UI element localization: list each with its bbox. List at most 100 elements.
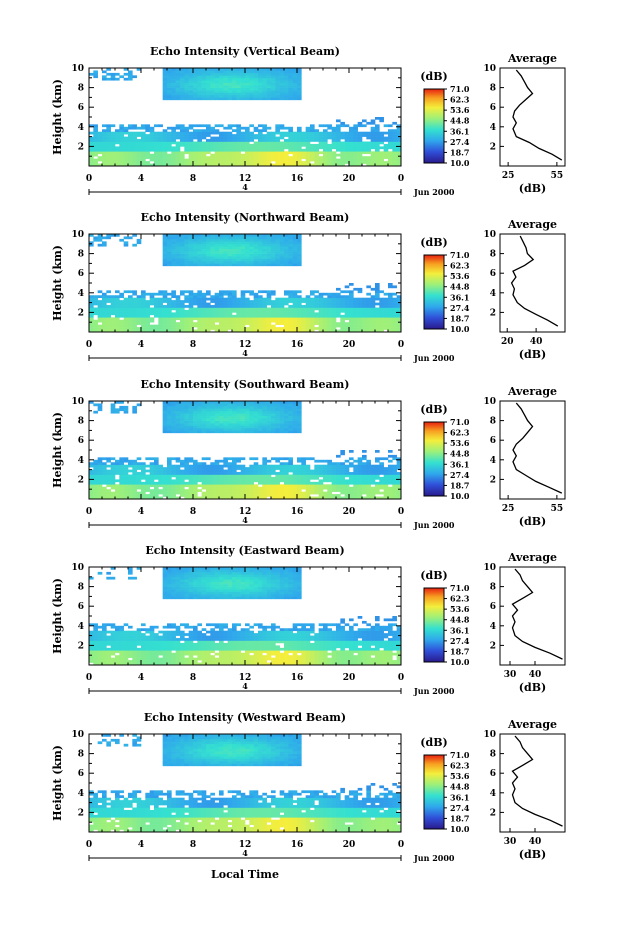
heatmap-cell [128, 476, 133, 480]
heatmap-cell [141, 297, 146, 301]
heatmap-cell [180, 94, 185, 98]
heatmap-cell [132, 405, 137, 409]
heatmap-cell [201, 85, 207, 88]
heatmap-cell [357, 329, 363, 333]
heatmap-cell [253, 491, 259, 495]
heatmap-cell [336, 489, 341, 492]
heatmap-cell [323, 292, 328, 296]
heatmap-cell [288, 329, 293, 333]
heatmap-cell [362, 491, 367, 495]
heatmap-cell [167, 163, 172, 167]
heatmap-cell [366, 285, 371, 289]
heatmap-cell [119, 305, 124, 308]
heatmap-cell [123, 146, 129, 150]
heatmap-cell [336, 287, 341, 291]
heatmap-cell [227, 134, 233, 137]
heatmap-cell [349, 136, 354, 140]
heatmap-cell [123, 467, 129, 470]
heatmap-cell [392, 297, 397, 301]
heatmap-cell [141, 153, 146, 157]
heatmap-cell [279, 467, 285, 470]
heatmap-cell [106, 329, 111, 333]
heatmap-cell [310, 156, 315, 159]
heatmap-cell [180, 317, 185, 321]
heatmap-cell [383, 494, 389, 497]
heatmap-cell [210, 415, 215, 419]
heatmap-cell [158, 302, 163, 306]
heatmap-cell [279, 70, 285, 74]
heatmap-cell [232, 317, 237, 321]
heatmap-cell [340, 484, 345, 488]
heatmap-cell [392, 148, 397, 152]
heatmap-cell [128, 77, 133, 81]
heatmap-cell [288, 410, 293, 414]
heatmap-cell [193, 238, 198, 242]
heatmap-cell [297, 405, 302, 409]
heatmap-cell [210, 251, 215, 254]
heatmap-cell [106, 77, 111, 81]
heatmap-cell [262, 251, 267, 254]
heatmap-cell [89, 143, 94, 147]
heatmap-cell [214, 143, 220, 147]
heatmap-cell [201, 462, 207, 465]
heatmap-cell [249, 68, 254, 71]
heatmap-cell [331, 129, 337, 132]
heatmap-cell [175, 131, 181, 135]
heatmap-cell [219, 241, 224, 245]
heatmap-cell [284, 418, 289, 421]
heatmap-cell [301, 163, 306, 167]
heatmap-cell [392, 153, 397, 157]
heatmap-cell [236, 77, 241, 81]
heatmap-cell [184, 139, 189, 142]
heatmap-cell [206, 70, 211, 74]
heatmap-cell [171, 77, 176, 81]
heatmap-cell [340, 467, 345, 470]
heatmap-cell [201, 258, 207, 262]
heatmap-cell [175, 151, 181, 155]
heatmap-cell [201, 317, 207, 321]
heatmap-cell [375, 141, 380, 145]
heatmap-cell [223, 234, 228, 237]
heatmap-cell [305, 319, 311, 323]
heatmap-cell [193, 322, 198, 325]
heatmap-cell [310, 153, 315, 157]
heatmap-cell [245, 161, 250, 164]
heatmap-cell [362, 156, 367, 159]
heatmap-cell [227, 300, 233, 303]
heatmap-cell [93, 491, 98, 495]
heatmap-cell [123, 141, 129, 145]
heatmap-cell [154, 146, 159, 150]
heatmap-cell [141, 134, 146, 137]
heatmap-cell [349, 148, 354, 152]
heatmap-cell [175, 236, 181, 240]
heatmap-cell [219, 489, 224, 492]
heatmap-cell [249, 75, 254, 79]
heatmap-cell [279, 153, 285, 157]
heatmap-cell [258, 476, 263, 480]
heatmap-cell [292, 401, 298, 404]
heatmap-cell [219, 131, 224, 135]
heatmap-cell [245, 418, 250, 421]
heatmap-cell [171, 263, 176, 267]
heatmap-cell [132, 317, 137, 321]
heatmap-cell [258, 305, 263, 308]
heatmap-cell [219, 408, 224, 412]
heatmap-cell [262, 136, 267, 140]
heatmap-cell [253, 474, 259, 478]
heatmap-cell [136, 134, 142, 137]
heatmap-cell [292, 491, 298, 495]
heatmap-cell [175, 163, 181, 167]
heatmap-cell [136, 302, 142, 306]
heatmap-cell [240, 489, 246, 492]
heatmap-cell [227, 241, 233, 245]
heatmap-cell [171, 241, 176, 245]
heatmap-cell [292, 472, 298, 475]
heatmap-cell [392, 302, 397, 306]
heatmap-cell [370, 146, 376, 150]
heatmap-cell [197, 141, 202, 145]
heatmap-cell [106, 153, 111, 157]
heatmap-cell [271, 486, 276, 490]
heatmap-cell [141, 290, 146, 294]
heatmap-cell [375, 117, 380, 120]
heatmap-cell [167, 494, 172, 497]
